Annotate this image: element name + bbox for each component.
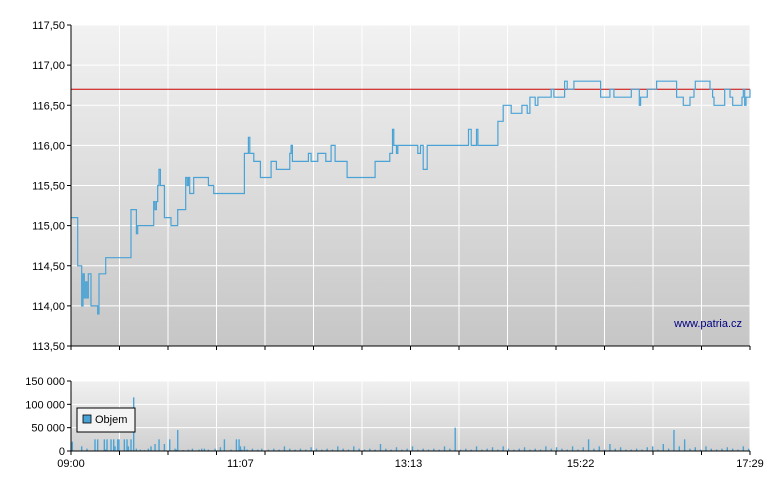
volume-y-tick-labels: 150 000 100 000 50 000 0 (25, 376, 71, 458)
price-y-tick-label: 116,00 (32, 140, 65, 152)
price-x-ticks (70, 346, 751, 350)
x-tick-label: 15:22 (567, 458, 595, 470)
price-y-tick-label: 113,50 (32, 341, 65, 353)
volume-x-ticks (70, 451, 751, 455)
volume-legend: Objem (76, 407, 136, 433)
price-horizontal-gridlines (71, 24, 750, 347)
x-tick-label: 11:07 (227, 458, 254, 470)
volume-y-tick-label: 150 000 (25, 376, 65, 388)
volume-y-tick-label: 50 000 (31, 423, 65, 435)
price-y-tick-label: 117,50 (32, 20, 65, 32)
price-y-tick-label: 115,50 (32, 181, 65, 193)
x-tick-label: 09:00 (57, 458, 85, 470)
price-y-tick-label: 115,00 (32, 221, 65, 233)
price-y-tick-label: 114,50 (32, 261, 65, 273)
price-y-tick-label: 116,50 (32, 100, 65, 112)
volume-y-tick-label: 0 (59, 446, 65, 458)
price-y-tick-label: 117,00 (32, 60, 65, 72)
x-tick-label: 13:13 (395, 458, 423, 470)
x-tick-label: 17:29 (736, 458, 764, 470)
volume-y-tick-label: 100 000 (25, 399, 65, 411)
legend-swatch (82, 414, 92, 424)
price-series-line (71, 80, 751, 315)
watermark: www.patria.cz (673, 318, 742, 330)
price-panel: 117,50 117,00 116,50 116,00 115,50 115,00 114,… (32, 20, 751, 353)
volume-x-tick-labels: 09:00 11:07 13:13 15:22 17:29 (57, 458, 764, 470)
legend-label: Objem (95, 414, 127, 426)
price-y-tick-labels: 117,50 117,00 116,50 116,00 115,50 115,00 114,… (32, 20, 71, 353)
price-y-tick-label: 114,00 (32, 301, 65, 313)
volume-panel: 150 000 100 000 50 000 0 09:00 11:07 13:13 15:… (25, 376, 764, 470)
volume-vertical-gridlines (119, 381, 751, 451)
